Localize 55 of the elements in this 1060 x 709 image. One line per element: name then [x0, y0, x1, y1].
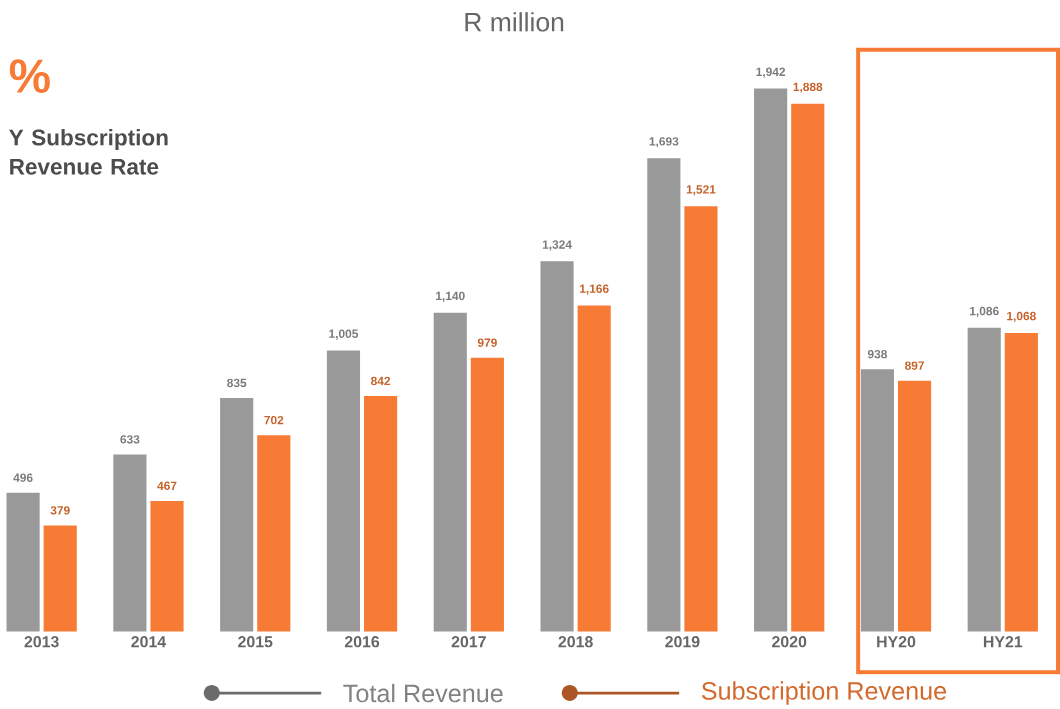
data-label: 835: [227, 378, 247, 388]
bar: [433, 312, 467, 632]
x-tick-label: 2013: [24, 636, 59, 648]
bar: [967, 327, 1001, 632]
data-label: 1,521: [686, 185, 716, 196]
bar: [540, 261, 574, 632]
bar: [220, 397, 254, 632]
text: Total Revenue: [343, 683, 503, 703]
bar: [897, 380, 932, 632]
data-label: 1,140: [436, 291, 465, 302]
bar: [257, 435, 291, 632]
series-label: Subscription Revenue: [701, 681, 947, 705]
data-label: 1,068: [1007, 311, 1036, 322]
x-tick-label: HY21: [983, 636, 1023, 648]
annotation: %: [9, 59, 50, 93]
data-label: 1,005: [329, 329, 359, 340]
x-tick-label: 2015: [238, 636, 273, 648]
bar: [326, 350, 361, 632]
data-label: 379: [50, 506, 70, 515]
bar: [791, 103, 825, 632]
bar: [364, 395, 398, 632]
bar: [1004, 332, 1038, 632]
data-label: 702: [264, 415, 284, 425]
annotation: Y Subscription Revenue Rate: [9, 128, 168, 175]
bar: [43, 525, 77, 632]
x-tick-label: 2016: [344, 636, 380, 648]
data-label: 938: [867, 349, 888, 359]
bar: [113, 454, 147, 632]
x-tick-label: HY20: [877, 636, 916, 648]
x-tick-label: 2017: [451, 636, 486, 648]
data-label: 496: [13, 473, 33, 482]
data-label: 633: [120, 435, 140, 444]
data-label: 1,942: [756, 67, 786, 78]
bar: [754, 88, 788, 632]
bar: [577, 305, 611, 632]
bar: [684, 206, 718, 632]
x-tick-label: 2018: [558, 636, 593, 648]
x-tick-label: 2020: [772, 636, 807, 648]
bar: [647, 158, 681, 632]
data-label: 897: [904, 361, 924, 370]
data-label: 842: [371, 376, 391, 386]
data-label: 1,166: [579, 284, 609, 295]
x-tick-label: 2019: [665, 636, 700, 648]
data-label: 1,324: [542, 240, 572, 251]
data-label: 979: [477, 338, 497, 347]
data-label: 467: [157, 481, 177, 490]
bar: [860, 369, 894, 632]
data-label: 1,888: [793, 82, 823, 93]
data-label: 1,086: [970, 306, 999, 317]
data-label: 1,693: [649, 137, 679, 148]
chart-title: R million: [465, 12, 564, 32]
x-tick-label: 2014: [131, 636, 167, 648]
bar: [150, 500, 184, 632]
bar: [470, 357, 504, 632]
bar: [6, 492, 40, 632]
